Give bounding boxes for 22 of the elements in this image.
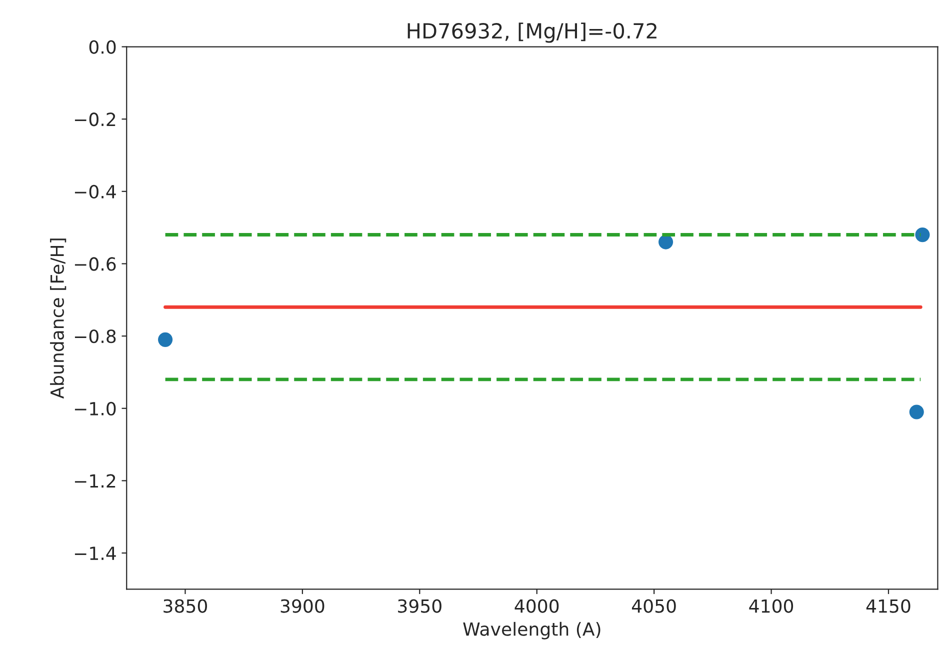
y-tick-label: −0.6: [74, 257, 116, 271]
x-tick-label: 4000: [514, 599, 559, 613]
y-tick-label: −0.2: [74, 112, 116, 126]
y-tick-label: 0.0: [89, 40, 116, 54]
y-tick-label: −1.4: [74, 546, 116, 560]
y-tick-label: −1.2: [74, 474, 116, 488]
x-tick-label: 4100: [749, 599, 794, 613]
y-tick-label: −0.8: [74, 330, 116, 344]
x-tick-label: 3850: [164, 599, 207, 613]
point: [158, 332, 173, 347]
point: [658, 234, 674, 250]
x-axis-title: Wavelength (A): [463, 622, 600, 640]
chart-title: HD76932, [Mg/H]=-0.72: [408, 22, 656, 43]
x-tick-label: 4050: [632, 599, 676, 613]
point: [915, 228, 930, 242]
y-tick-label: −1.0: [74, 402, 116, 416]
x-tick-label: 3900: [280, 599, 324, 613]
point: [909, 404, 924, 420]
x-tick-label: 3950: [398, 599, 442, 613]
y-axis-title: Abundance [Fe/H]: [50, 238, 66, 399]
x-tick-label: 4150: [866, 599, 910, 613]
y-tick-label: −0.4: [74, 184, 116, 199]
